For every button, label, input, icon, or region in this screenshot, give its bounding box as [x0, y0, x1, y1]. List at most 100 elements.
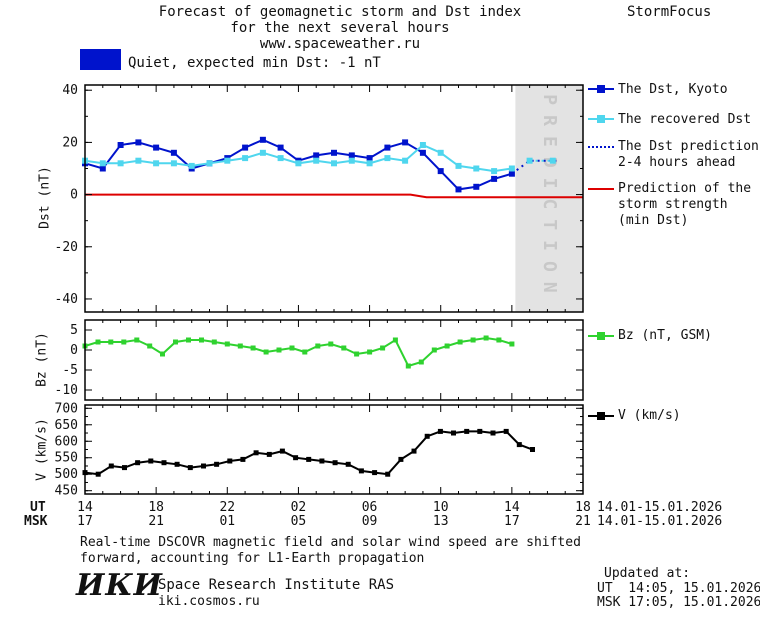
- dst-ytick-label: 40: [62, 83, 78, 98]
- data-marker: [490, 430, 496, 436]
- data-marker: [366, 155, 373, 162]
- bz-ytick-label: 0: [70, 343, 78, 358]
- dst-prediction-swatch: [588, 142, 614, 152]
- v-ytick-label: 600: [55, 434, 78, 449]
- data-marker: [227, 458, 233, 464]
- data-marker: [211, 339, 217, 345]
- data-marker: [134, 337, 140, 343]
- data-marker: [419, 149, 426, 156]
- data-marker: [199, 337, 204, 343]
- data-marker: [464, 428, 470, 434]
- institute-name: Space Research Institute RAS: [158, 577, 395, 593]
- data-marker: [201, 463, 206, 469]
- v-swatch: [588, 411, 614, 421]
- data-marker: [477, 428, 483, 434]
- data-marker: [385, 471, 391, 477]
- msk-tick-label: 01: [219, 514, 235, 529]
- legend-v: V (km/s): [618, 408, 681, 423]
- dst-panel: PREDICTION 40 20 0 -20 -40: [55, 83, 584, 313]
- series-bz-nt-gsm: [82, 335, 515, 369]
- data-marker: [345, 461, 351, 467]
- data-marker: [259, 149, 266, 156]
- data-marker: [526, 157, 533, 164]
- brand-label: StormFocus: [627, 4, 712, 20]
- footer-note-line1: Real-time DSCOVR magnetic field and sola…: [80, 535, 581, 550]
- updated-ut: UT 14:05, 15.01.2026: [597, 581, 760, 596]
- bz-panel: 5 0 -5 -10: [55, 319, 584, 401]
- data-marker: [135, 139, 142, 146]
- ut-tick-label: 10: [433, 500, 449, 515]
- data-marker: [135, 460, 141, 466]
- bz-ytick-label: -5: [62, 363, 78, 378]
- data-marker: [319, 458, 325, 464]
- recovered-dst-swatch: [588, 114, 614, 124]
- data-marker: [253, 450, 259, 456]
- legend-storm-strength-line2: storm strength: [618, 197, 728, 212]
- data-marker: [161, 460, 167, 466]
- data-marker: [470, 337, 476, 343]
- prediction-band-label: PREDICTION: [539, 94, 560, 302]
- ut-axis-label: UT: [30, 500, 46, 515]
- data-marker: [214, 461, 220, 467]
- footer-note-line2: forward, accounting for L1-Earth propaga…: [80, 551, 425, 566]
- data-marker: [117, 160, 124, 167]
- v-axis-label: V (km/s): [34, 418, 50, 481]
- data-marker: [431, 347, 437, 353]
- updated-label: Updated at:: [604, 566, 691, 581]
- data-marker: [188, 162, 195, 169]
- data-marker: [121, 339, 127, 345]
- data-marker: [366, 160, 373, 167]
- data-marker: [108, 339, 114, 345]
- data-marker: [405, 363, 411, 369]
- msk-tick-label: 21: [148, 514, 164, 529]
- data-marker: [289, 345, 295, 351]
- series-the-dst-prediction-2-4-hours-ahead: [511, 159, 557, 175]
- data-marker: [147, 343, 153, 349]
- data-marker: [263, 349, 269, 355]
- dst-frame: [84, 84, 584, 313]
- data-marker: [358, 468, 364, 474]
- data-marker: [332, 460, 338, 466]
- bz-square-swatch: [597, 332, 605, 340]
- status-color-box: [80, 49, 121, 70]
- data-marker: [313, 157, 320, 164]
- data-marker: [293, 455, 299, 461]
- institute-site: iki.cosmos.ru: [158, 594, 260, 609]
- data-marker: [411, 448, 417, 454]
- data-marker: [276, 347, 282, 353]
- dst-axis-label: Dst (nT): [37, 166, 53, 229]
- data-marker: [444, 343, 450, 349]
- data-marker: [348, 152, 355, 159]
- data-marker: [419, 142, 426, 148]
- dst-kyoto-square-swatch: [597, 85, 605, 93]
- data-marker: [398, 456, 404, 462]
- data-marker: [455, 186, 462, 193]
- dst-kyoto-swatch: [588, 84, 614, 94]
- data-marker: [491, 168, 498, 175]
- data-marker: [242, 144, 249, 151]
- data-marker: [108, 463, 114, 469]
- dst-prediction-line-swatch: [588, 146, 614, 148]
- recovered-dst-square-swatch: [597, 115, 605, 123]
- data-marker: [437, 428, 443, 434]
- dst-ytick-label: 0: [70, 188, 78, 203]
- title-line-3: www.spaceweather.ru: [259, 36, 421, 52]
- v-ytick-label: 700: [55, 401, 78, 416]
- data-marker: [503, 428, 509, 434]
- data-marker: [315, 343, 321, 349]
- series-prediction-of-the-storm-strength-min-dst: [85, 193, 583, 199]
- data-marker: [170, 160, 177, 167]
- data-marker: [424, 433, 430, 439]
- legend-bz: Bz (nT, GSM): [618, 328, 712, 343]
- data-marker: [483, 335, 489, 341]
- data-marker: [509, 341, 515, 347]
- chart-title: Forecast of geomagnetic storm and Dst in…: [120, 4, 560, 52]
- data-marker: [372, 470, 378, 476]
- dst-ytick-label: 20: [62, 135, 78, 150]
- legend-dst-kyoto: The Dst, Kyoto: [618, 82, 728, 97]
- data-marker: [153, 160, 160, 167]
- data-marker: [516, 442, 522, 448]
- data-marker: [153, 144, 160, 151]
